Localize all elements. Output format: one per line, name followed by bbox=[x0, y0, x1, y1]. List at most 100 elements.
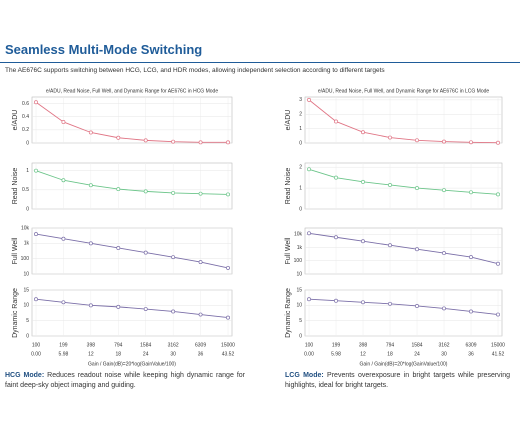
data-point bbox=[143, 307, 148, 311]
caption-text: Prevents overexposure in bright targets … bbox=[285, 372, 511, 389]
plot-frame bbox=[31, 227, 233, 275]
data-point bbox=[198, 191, 203, 196]
data-point bbox=[116, 304, 121, 309]
x-axis-label: Gain / Gain(dB)=20*log(GainValue/100) bbox=[88, 361, 176, 367]
x2-tick-label: 5.98 bbox=[59, 351, 69, 357]
data-point bbox=[116, 135, 121, 140]
data-point bbox=[88, 130, 93, 135]
y-tick-label: 5 bbox=[26, 318, 29, 324]
data-point bbox=[171, 309, 176, 314]
y-tick-label: 0 bbox=[26, 206, 29, 212]
x2-tick-label: 36 bbox=[468, 351, 474, 357]
x2-tick-label: 24 bbox=[143, 351, 149, 357]
x-tick-label: 1584 bbox=[140, 342, 151, 348]
y-tick-label: 10 bbox=[23, 271, 29, 277]
x-axis-label: Gain / Gain(dB)=20*log(GainValue/100) bbox=[360, 361, 448, 367]
y-tick-label: 10 bbox=[296, 271, 302, 277]
y-axis-label: Full Well bbox=[12, 237, 19, 264]
data-point bbox=[88, 303, 93, 308]
x2-tick-label: 24 bbox=[414, 351, 420, 357]
x-tick-label: 3162 bbox=[438, 342, 449, 348]
data-point bbox=[496, 312, 500, 317]
data-point bbox=[361, 239, 365, 244]
caption-label: LCG Mode: bbox=[285, 372, 324, 379]
data-point bbox=[61, 236, 66, 241]
data-line bbox=[308, 168, 499, 195]
y-tick-label: 10k bbox=[21, 225, 30, 231]
y-tick-label: 10k bbox=[294, 232, 303, 238]
x-tick-label: 199 bbox=[332, 342, 341, 348]
y-tick-label: 100 bbox=[21, 256, 30, 262]
y-tick-label: 10 bbox=[296, 303, 302, 309]
y-tick-label: 0 bbox=[299, 333, 302, 339]
y-tick-label: 0.2 bbox=[22, 127, 29, 133]
y-tick-label: 1k bbox=[297, 245, 303, 251]
x-tick-label: 100 bbox=[305, 342, 314, 348]
x2-tick-label: 41.52 bbox=[492, 351, 505, 357]
y-tick-label: 10 bbox=[23, 303, 29, 309]
y-tick-label: 3 bbox=[299, 97, 302, 103]
data-point bbox=[61, 120, 66, 124]
data-point bbox=[361, 300, 365, 305]
data-point bbox=[469, 140, 473, 145]
x-tick-label: 6309 bbox=[195, 342, 206, 348]
y-axis-label: Dynamic Range bbox=[12, 288, 19, 338]
y-axis-label: e/ADU bbox=[12, 110, 19, 131]
data-point bbox=[388, 183, 392, 187]
data-point bbox=[116, 245, 121, 250]
data-line bbox=[35, 233, 229, 269]
x-tick-label: 794 bbox=[114, 342, 123, 348]
data-line bbox=[308, 232, 499, 265]
y-tick-label: 15 bbox=[296, 287, 302, 293]
data-point bbox=[88, 183, 93, 188]
data-point bbox=[388, 301, 392, 306]
x2-tick-label: 43.52 bbox=[222, 351, 235, 357]
x2-tick-label: 18 bbox=[387, 351, 393, 357]
x-tick-label: 100 bbox=[32, 342, 41, 348]
data-point bbox=[496, 261, 500, 266]
x-tick-label: 398 bbox=[87, 342, 96, 348]
data-point bbox=[88, 241, 93, 246]
data-point bbox=[34, 100, 38, 105]
data-point bbox=[116, 187, 121, 192]
y-tick-label: 0 bbox=[299, 140, 302, 146]
x2-tick-label: 12 bbox=[360, 351, 366, 357]
page-title: Seamless Multi-Mode Switching bbox=[5, 42, 203, 57]
y-tick-label: 15 bbox=[23, 287, 29, 293]
data-point bbox=[442, 188, 446, 193]
caption: HCG Mode: Reduces readout noise while ke… bbox=[5, 371, 245, 391]
plot-frame bbox=[304, 289, 503, 337]
data-point bbox=[388, 135, 392, 140]
data-point bbox=[34, 232, 38, 237]
plot-frame bbox=[304, 227, 503, 275]
data-point bbox=[307, 167, 311, 172]
caption-text: Reduces readout noise while keeping high… bbox=[5, 372, 245, 389]
data-point bbox=[415, 247, 419, 252]
plot-frame bbox=[31, 289, 233, 337]
plot-frame bbox=[31, 162, 233, 210]
y-tick-label: 0.6 bbox=[22, 101, 29, 107]
x2-tick-label: 0.00 bbox=[304, 351, 314, 357]
data-point bbox=[226, 192, 230, 197]
x2-tick-label: 12 bbox=[88, 351, 94, 357]
data-point bbox=[334, 175, 338, 180]
data-point bbox=[442, 251, 446, 256]
data-point bbox=[198, 312, 203, 317]
y-tick-label: 100 bbox=[294, 258, 303, 264]
y-tick-label: 2 bbox=[299, 165, 302, 171]
plot-frame bbox=[304, 162, 503, 210]
data-point bbox=[496, 140, 500, 145]
plot-frame bbox=[304, 96, 503, 144]
data-point bbox=[34, 297, 38, 302]
data-point bbox=[34, 168, 38, 173]
y-tick-label: 5 bbox=[299, 318, 302, 324]
y-axis-label: e/ADU bbox=[285, 110, 292, 131]
y-axis-label: Full Well bbox=[285, 237, 292, 264]
x2-tick-label: 30 bbox=[441, 351, 447, 357]
x2-tick-label: 5.98 bbox=[331, 351, 341, 357]
data-point bbox=[415, 138, 419, 143]
y-tick-label: 1 bbox=[26, 168, 29, 174]
intro-text: The AE676C supports switching between HC… bbox=[5, 67, 385, 74]
x-tick-label: 794 bbox=[386, 342, 395, 348]
